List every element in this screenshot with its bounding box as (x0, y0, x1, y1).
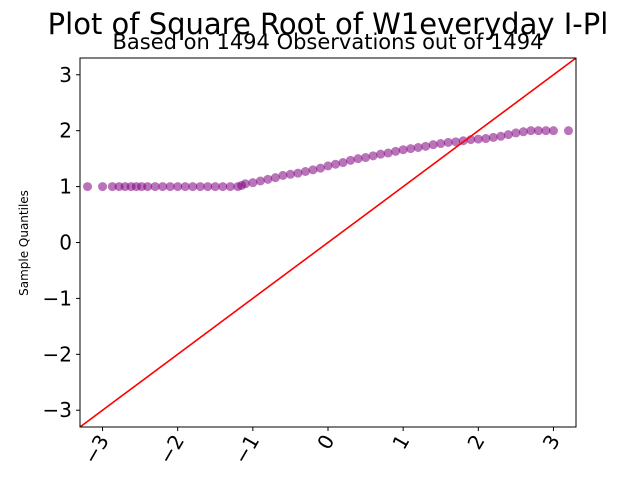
data-point (488, 132, 498, 142)
y-tick-label: 0 (59, 231, 72, 255)
data-point (533, 126, 543, 136)
data-point (511, 128, 521, 138)
plot-area (80, 58, 576, 427)
data-point (496, 131, 506, 141)
data-point (278, 170, 288, 180)
data-point (218, 182, 228, 192)
chart-title: Plot of Square Root of W1everyday I-Pl (48, 7, 609, 41)
data-point (143, 182, 153, 192)
y-tick-label: 1 (59, 175, 72, 199)
data-point (248, 178, 258, 188)
x-tick-label: 0 (312, 431, 339, 454)
x-tick-label: 2 (462, 431, 489, 454)
y-tick-label: −3 (43, 398, 72, 422)
y-tick-label: 3 (59, 63, 72, 87)
data-point (203, 182, 213, 192)
data-point (481, 134, 491, 144)
data-point (428, 140, 438, 150)
data-point (98, 182, 108, 192)
reference-line (80, 58, 576, 427)
x-tick-label: −1 (229, 431, 265, 469)
data-point (368, 151, 378, 161)
data-point (315, 163, 325, 173)
data-point (383, 148, 393, 158)
data-point (158, 182, 168, 192)
data-point (361, 153, 371, 163)
data-point (353, 154, 363, 164)
x-tick-label: −2 (154, 431, 190, 469)
data-point (436, 139, 446, 149)
data-point (285, 169, 295, 179)
data-point (443, 137, 453, 147)
data-point (165, 182, 175, 192)
data-point (541, 126, 551, 136)
data-point (398, 145, 408, 155)
data-point (338, 158, 348, 168)
data-point (308, 165, 318, 175)
data-point (255, 176, 265, 186)
data-point (225, 182, 235, 192)
data-point (293, 168, 303, 178)
x-tick-label: −3 (78, 431, 114, 469)
data-point (300, 166, 310, 176)
data-point (331, 159, 341, 169)
data-point (263, 174, 273, 184)
data-point (107, 182, 117, 192)
data-point (473, 134, 483, 144)
y-tick-label: 2 (59, 119, 72, 143)
data-point (548, 126, 558, 136)
y-tick-label: −2 (43, 342, 72, 366)
x-tick-label: 3 (538, 431, 565, 454)
data-point (406, 144, 416, 154)
data-point (195, 182, 205, 192)
data-point (391, 146, 401, 156)
data-point (563, 126, 573, 136)
data-point (180, 182, 190, 192)
data-point (83, 182, 93, 192)
chart-subtitle: Based on 1494 Observations out of 1494 (112, 30, 543, 54)
axes-ticks: −3 −2 −1 0 1 2 3 −3 −2 −1 0 1 2 3 (43, 63, 565, 468)
data-point (150, 182, 160, 192)
data-point (503, 130, 513, 140)
data-point (526, 126, 536, 136)
data-point (451, 137, 461, 147)
data-point (240, 179, 250, 189)
y-axis-label: Sample Quantiles (17, 190, 31, 296)
data-point (323, 161, 333, 171)
data-point (518, 127, 528, 137)
data-point (210, 182, 220, 192)
y-tick-label: −1 (43, 286, 72, 310)
data-point (421, 141, 431, 151)
data-point (413, 142, 423, 152)
data-point (376, 149, 386, 159)
data-point (270, 173, 280, 183)
x-tick-label: 1 (387, 431, 414, 454)
data-point (346, 155, 356, 165)
data-point (188, 182, 198, 192)
data-point (173, 182, 183, 192)
